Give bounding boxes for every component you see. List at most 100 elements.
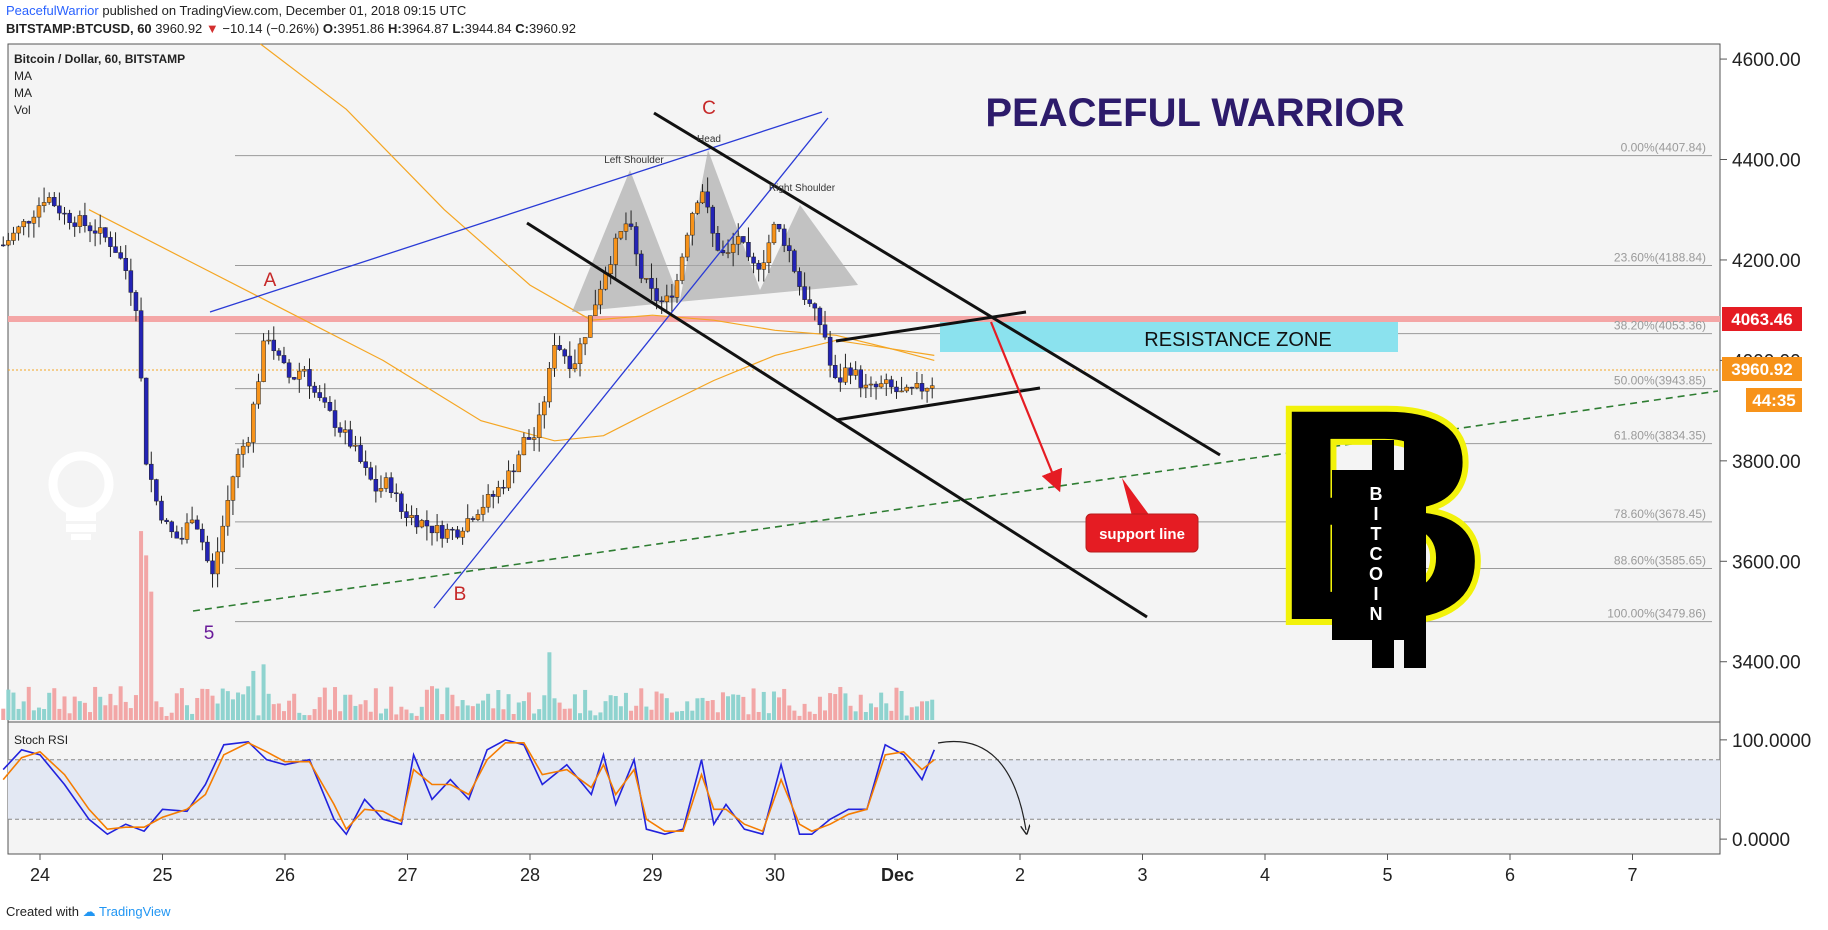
candle-body xyxy=(613,237,618,265)
price-label-resistance: 4063.46 xyxy=(1722,307,1802,331)
candle-body xyxy=(633,226,639,255)
candle-body xyxy=(11,232,16,241)
volume-bar xyxy=(491,708,496,720)
candle-body xyxy=(230,476,236,501)
volume-bar xyxy=(98,696,103,720)
candle-body xyxy=(659,300,664,303)
candle-body xyxy=(307,369,312,387)
flag-upper-line xyxy=(835,310,1027,343)
candle-body xyxy=(67,212,72,224)
volume-bar xyxy=(736,694,741,720)
candle-body xyxy=(751,256,756,264)
candle-body xyxy=(480,506,486,515)
candle-body xyxy=(802,286,807,300)
price-tick-label-0: 4600.00 xyxy=(1732,50,1801,71)
candle-body xyxy=(470,518,476,520)
candle-body xyxy=(108,237,113,247)
candle-body xyxy=(547,368,552,403)
down-triangle-icon: ▼ xyxy=(205,21,219,36)
candle-body xyxy=(154,479,159,502)
close-label: C: xyxy=(515,21,529,36)
tradingview-link[interactable]: TradingView xyxy=(99,904,171,919)
candle-body xyxy=(787,245,792,252)
volume-bar xyxy=(506,694,511,720)
volume-bar xyxy=(899,691,904,720)
candle-body xyxy=(455,529,460,538)
volume-bar xyxy=(230,699,235,720)
volume-bar xyxy=(430,686,434,720)
volume-bar xyxy=(761,691,766,720)
candle-body xyxy=(649,278,654,289)
candle-body xyxy=(210,560,215,575)
volume-bar xyxy=(634,705,639,720)
candle-body xyxy=(322,397,328,403)
candle-body xyxy=(853,369,858,376)
candle-body xyxy=(113,246,118,253)
volume-bar xyxy=(766,713,771,720)
candle-body xyxy=(644,278,649,280)
candle-body xyxy=(450,528,455,531)
time-tick-label-13: 7 xyxy=(1627,865,1637,885)
volume-bar xyxy=(598,712,603,720)
volume-bar xyxy=(532,713,537,720)
candle-body xyxy=(781,228,787,246)
volume-bar xyxy=(307,715,312,720)
candle-body xyxy=(496,487,501,497)
fib-label-0: 0.00%(4407.84) xyxy=(1621,141,1706,155)
candle-body xyxy=(485,494,491,508)
candle-body xyxy=(587,315,593,338)
volume-bar xyxy=(470,706,475,720)
volume-bar xyxy=(741,696,746,720)
bitcoin-letter-3: C xyxy=(1370,544,1383,564)
candle-body xyxy=(205,541,210,562)
volume-bar xyxy=(578,713,583,720)
candle-body xyxy=(174,531,180,539)
candle-body xyxy=(235,454,241,478)
candle-body xyxy=(756,262,761,270)
volume-bar xyxy=(460,700,465,720)
candle-body xyxy=(77,215,83,227)
volume-bar xyxy=(685,701,690,720)
candle-body xyxy=(261,340,266,382)
candle-body xyxy=(603,273,608,290)
volume-bar xyxy=(26,686,31,720)
volume-bar xyxy=(225,691,230,720)
volume-bar xyxy=(353,705,358,720)
volume-bar xyxy=(77,701,82,720)
volume-bar xyxy=(445,687,450,720)
rsi-line-d xyxy=(2,741,935,833)
main-pane xyxy=(7,43,1721,723)
volume-bar xyxy=(190,713,195,720)
volume-bar xyxy=(746,714,751,720)
candle-body xyxy=(542,401,547,416)
price-change: −10.14 (−0.26%) xyxy=(222,21,320,36)
candle-body xyxy=(439,525,445,539)
candle-body xyxy=(491,494,496,497)
candle-body xyxy=(409,515,414,518)
volume-bars xyxy=(1,531,935,720)
volume-bar xyxy=(777,697,782,720)
flag-lower-line xyxy=(835,386,1041,422)
volume-bar xyxy=(664,698,669,720)
volume-bar xyxy=(904,715,909,720)
symbol-label: BITSTAMP:BTCUSD, 60 xyxy=(6,21,152,36)
trendline-blue-upper xyxy=(209,111,823,313)
volume-bar xyxy=(103,705,108,720)
volume-bar xyxy=(363,700,368,720)
volume-bar xyxy=(133,695,138,720)
author-link[interactable]: PeacefulWarrior xyxy=(6,3,99,18)
volume-bar xyxy=(174,693,179,720)
candle-body xyxy=(41,202,47,206)
candle-body xyxy=(143,377,149,465)
candlesticks xyxy=(0,177,935,588)
candle-body xyxy=(302,369,307,372)
head-label: Head xyxy=(697,134,721,145)
volume-bar xyxy=(435,688,440,720)
volume-bar xyxy=(705,700,710,720)
volume-bar xyxy=(31,710,36,720)
wave-label-b: B xyxy=(454,584,467,605)
candle-body xyxy=(695,202,700,214)
candle-body xyxy=(639,253,644,279)
candle-body xyxy=(807,299,812,304)
